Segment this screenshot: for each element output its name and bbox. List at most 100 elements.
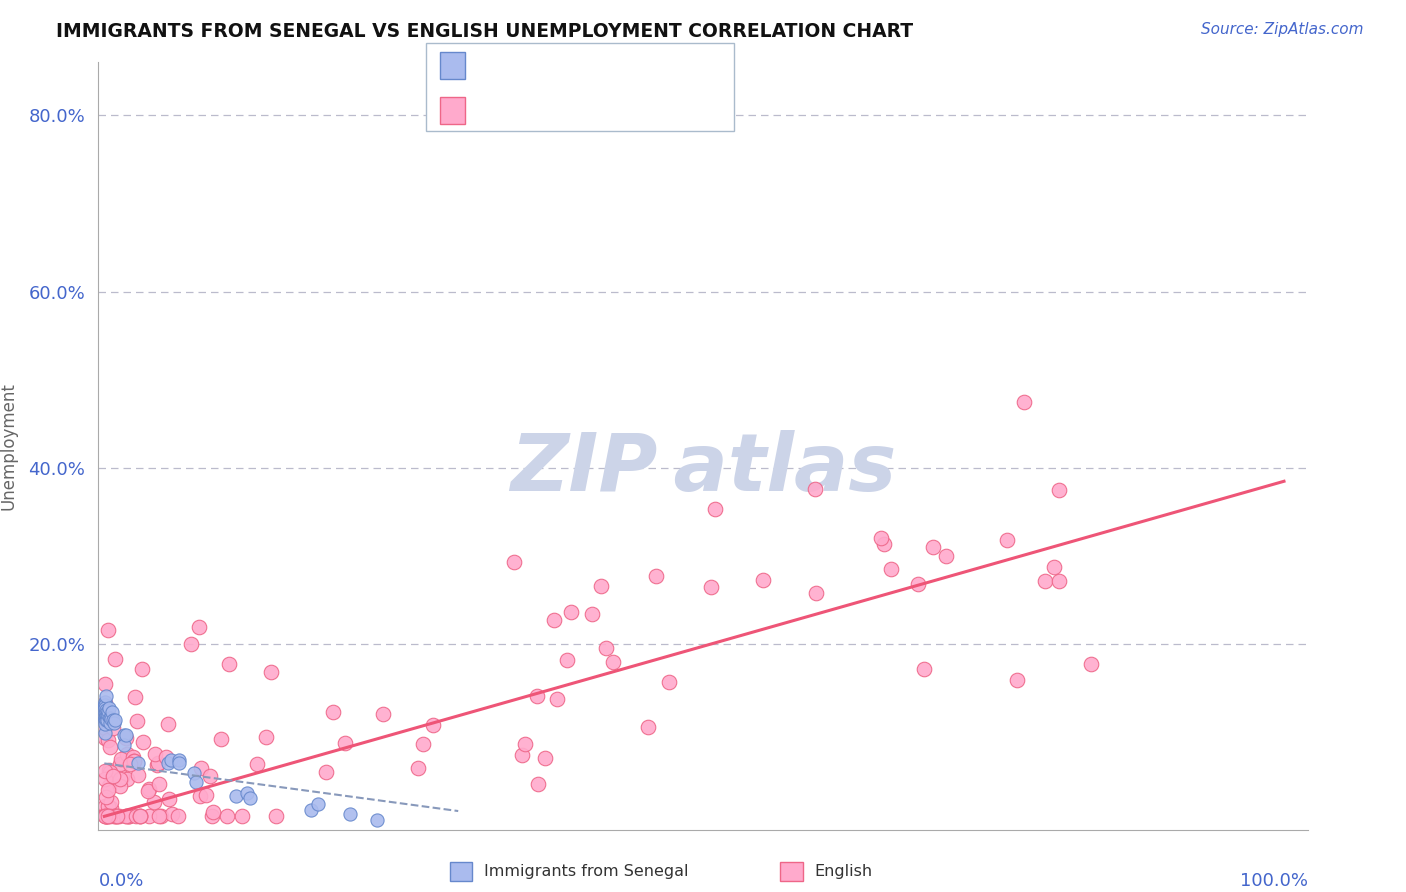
Point — [94, 772, 117, 787]
Point — [534, 751, 557, 765]
Point — [94, 696, 117, 710]
Point — [138, 783, 160, 797]
Point — [700, 581, 723, 595]
Point — [239, 791, 262, 805]
Point — [658, 675, 681, 690]
Point — [97, 733, 120, 747]
Point — [157, 717, 180, 731]
Text: 51: 51 — [628, 57, 652, 75]
Point — [115, 809, 138, 823]
Point — [129, 809, 152, 823]
Point — [127, 768, 149, 782]
Point — [110, 770, 132, 784]
Point — [97, 763, 120, 777]
Text: IMMIGRANTS FROM SENEGAL VS ENGLISH UNEMPLOYMENT CORRELATION CHART: IMMIGRANTS FROM SENEGAL VS ENGLISH UNEMP… — [56, 22, 914, 41]
Point — [254, 730, 277, 744]
Point — [146, 757, 169, 772]
Point — [704, 502, 727, 516]
Point — [108, 809, 131, 823]
Point — [543, 613, 565, 627]
Point — [94, 709, 117, 723]
Point — [100, 712, 122, 726]
Point — [231, 809, 253, 823]
Point — [94, 731, 117, 746]
Point — [94, 808, 117, 822]
Point — [98, 739, 121, 754]
Point — [94, 809, 117, 823]
Point — [922, 540, 945, 554]
Point — [97, 809, 120, 823]
Point — [513, 737, 536, 751]
Point — [110, 779, 132, 793]
Point — [94, 696, 117, 710]
Text: 0.0%: 0.0% — [98, 871, 143, 889]
Text: -0.343: -0.343 — [516, 57, 578, 75]
Point — [100, 809, 122, 823]
Point — [912, 663, 935, 677]
Point — [94, 711, 117, 725]
Point — [94, 703, 117, 717]
Point — [169, 756, 191, 771]
Text: Immigrants from Senegal: Immigrants from Senegal — [484, 864, 688, 879]
Point — [115, 809, 138, 823]
Point — [104, 809, 127, 823]
Point — [97, 623, 120, 637]
Text: R =: R = — [474, 102, 512, 120]
Point — [117, 809, 139, 823]
Point — [96, 809, 118, 823]
Point — [100, 715, 122, 730]
Point — [637, 720, 659, 734]
Point — [94, 713, 117, 727]
Point — [98, 779, 121, 793]
Point — [112, 728, 135, 742]
Text: ZIP atlas: ZIP atlas — [510, 430, 896, 508]
Point — [94, 706, 117, 720]
Point — [155, 749, 177, 764]
Point — [94, 809, 117, 823]
Point — [1012, 395, 1035, 409]
Point — [96, 714, 118, 728]
Point — [101, 721, 124, 735]
Point — [118, 809, 141, 823]
Point — [184, 775, 207, 789]
Point — [880, 562, 903, 576]
Point — [148, 809, 170, 823]
Point — [202, 805, 225, 819]
Point — [907, 577, 929, 591]
Point — [120, 757, 142, 772]
Point — [1005, 673, 1028, 687]
Point — [122, 754, 145, 768]
Point — [94, 698, 117, 713]
Point — [94, 809, 117, 823]
Text: English: English — [814, 864, 872, 879]
Point — [160, 806, 183, 821]
Point — [246, 756, 269, 771]
Point — [115, 728, 138, 742]
Point — [595, 640, 617, 655]
Point — [100, 795, 122, 809]
Point — [94, 726, 117, 740]
Point — [108, 757, 131, 772]
Point — [94, 677, 117, 691]
Point — [560, 606, 582, 620]
Text: N=: N= — [593, 57, 627, 75]
Point — [167, 753, 190, 767]
Point — [157, 791, 180, 805]
Point — [190, 789, 212, 803]
Point — [236, 786, 259, 800]
Point — [94, 705, 117, 719]
Point — [412, 738, 434, 752]
Point — [127, 756, 149, 770]
Point — [94, 701, 117, 715]
Point — [105, 809, 128, 823]
Text: 100.0%: 100.0% — [1240, 871, 1308, 889]
Point — [94, 809, 117, 823]
Point — [94, 703, 117, 717]
Point — [98, 701, 121, 715]
Point — [115, 731, 138, 745]
Point — [935, 549, 957, 563]
Point — [146, 756, 169, 770]
Text: R =: R = — [474, 57, 512, 75]
Point — [422, 718, 444, 732]
Point — [1047, 574, 1070, 588]
